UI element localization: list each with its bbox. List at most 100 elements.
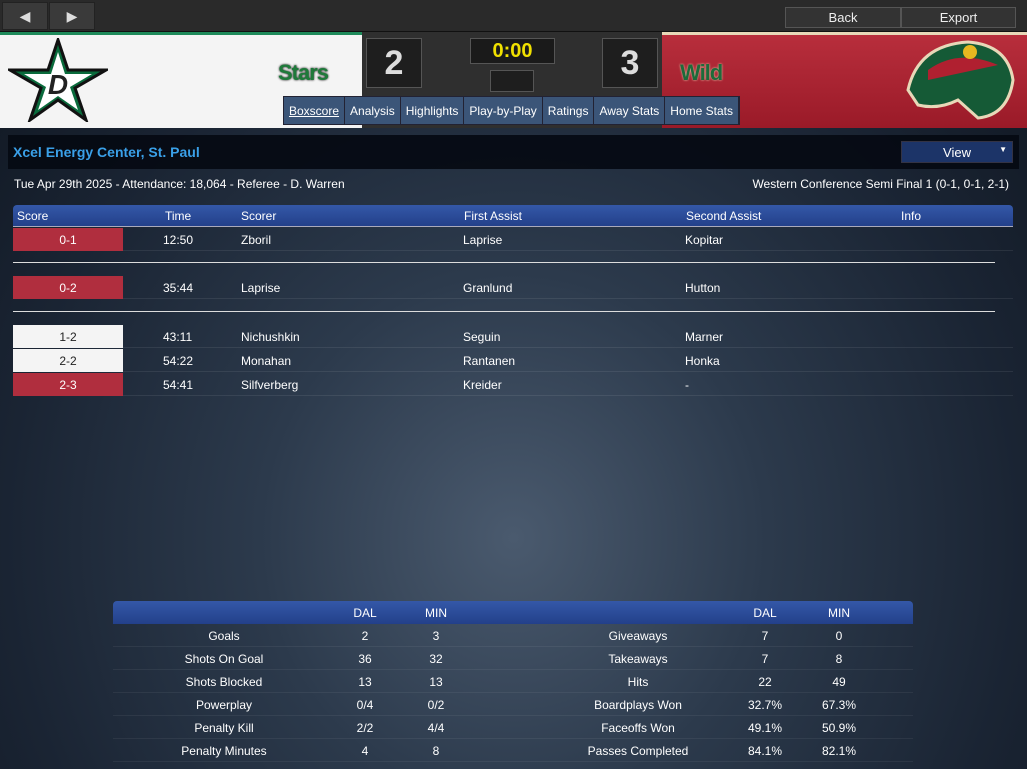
home-team-name: Stars bbox=[278, 60, 329, 85]
goal-second-assist: Kopitar bbox=[685, 233, 724, 247]
stat-min: 3 bbox=[432, 629, 440, 643]
stat-label: Goals bbox=[208, 629, 240, 643]
venue-bar bbox=[8, 135, 1019, 169]
stats-col-dal: DAL bbox=[753, 606, 777, 620]
stat-dal: 4 bbox=[361, 744, 369, 758]
goal-row: 0-1 12:50 Zboril Laprise Kopitar bbox=[13, 228, 1013, 251]
stat-min: 8 bbox=[432, 744, 440, 758]
stat-dal: 7 bbox=[761, 652, 769, 666]
period-separator bbox=[13, 262, 995, 263]
tab-play-by-play[interactable]: Play-by-Play bbox=[464, 97, 543, 124]
export-button[interactable]: Export bbox=[901, 7, 1016, 28]
tab-away-stats[interactable]: Away Stats bbox=[594, 97, 666, 124]
stat-label: Shots On Goal bbox=[184, 652, 264, 666]
forward-arrow-icon[interactable]: ▶ bbox=[49, 2, 95, 30]
goal-scorer: Zboril bbox=[241, 233, 272, 247]
svg-text:D: D bbox=[48, 69, 68, 100]
goal-time: 12:50 bbox=[163, 233, 194, 247]
stats-col-dal: DAL bbox=[353, 606, 377, 620]
stat-label: Penalty Minutes bbox=[181, 744, 267, 758]
back-button[interactable]: Back bbox=[785, 7, 901, 28]
stat-min: 0/2 bbox=[427, 698, 445, 712]
col-score: Score bbox=[17, 209, 49, 223]
stat-min: 4/4 bbox=[427, 721, 445, 735]
goal-second-assist: Hutton bbox=[685, 281, 721, 295]
tab-home-stats[interactable]: Home Stats bbox=[665, 97, 739, 124]
tab-boxscore[interactable]: Boxscore bbox=[284, 97, 346, 124]
stat-dal: 13 bbox=[358, 675, 372, 689]
view-dropdown[interactable]: View ▼ bbox=[901, 141, 1013, 163]
stat-min: 8 bbox=[835, 652, 843, 666]
stars-logo-icon: D bbox=[8, 38, 108, 122]
goal-time: 35:44 bbox=[163, 281, 194, 295]
stats-header: DAL MIN DAL MIN bbox=[113, 601, 913, 624]
dropdown-arrow-icon: ▼ bbox=[999, 145, 1007, 154]
goal-score: 0-2 bbox=[13, 276, 123, 299]
stat-min: 67.3% bbox=[821, 698, 857, 712]
stat-dal: 22 bbox=[758, 675, 772, 689]
col-first-assist: First Assist bbox=[464, 209, 523, 223]
col-info: Info bbox=[901, 209, 922, 223]
stat-label: Passes Completed bbox=[587, 744, 689, 758]
stat-label: Takeaways bbox=[608, 652, 668, 666]
goal-first-assist: Laprise bbox=[463, 233, 503, 247]
game-clock: 0:00 bbox=[470, 38, 555, 64]
stats-row: Shots On Goal 36 32 Takeaways 7 8 bbox=[113, 647, 913, 670]
goal-second-assist: Marner bbox=[685, 330, 724, 344]
stats-row: Shots Blocked 13 13 Hits 22 49 bbox=[113, 670, 913, 693]
stat-dal: 2 bbox=[361, 629, 369, 643]
stat-dal: 84.1% bbox=[747, 744, 783, 758]
away-team-name: Wild bbox=[680, 60, 723, 85]
col-second-assist: Second Assist bbox=[686, 209, 762, 223]
goal-row: 2-2 54:22 Monahan Rantanen Honka bbox=[13, 349, 1013, 372]
stat-dal: 36 bbox=[358, 652, 372, 666]
goal-scorer: Monahan bbox=[241, 354, 292, 368]
tab-analysis[interactable]: Analysis bbox=[345, 97, 401, 124]
home-score: 2 bbox=[366, 38, 422, 88]
tab-highlights[interactable]: Highlights bbox=[401, 97, 465, 124]
goal-scorer: Nichushkin bbox=[241, 330, 300, 344]
goal-score: 0-1 bbox=[13, 228, 123, 251]
stat-min: 50.9% bbox=[821, 721, 857, 735]
goal-first-assist: Kreider bbox=[463, 378, 502, 392]
stat-label: Giveaways bbox=[608, 629, 668, 643]
tab-ratings[interactable]: Ratings bbox=[543, 97, 595, 124]
stat-min: 0 bbox=[835, 629, 843, 643]
stat-label: Boardplays Won bbox=[594, 698, 682, 712]
goal-first-assist: Granlund bbox=[463, 281, 513, 295]
venue-title: Xcel Energy Center, St. Paul bbox=[13, 144, 200, 160]
stats-row: Penalty Kill 2/2 4/4 Faceoffs Won 49.1% … bbox=[113, 716, 913, 739]
goal-scorer: Laprise bbox=[241, 281, 281, 295]
away-score: 3 bbox=[602, 38, 658, 88]
goal-time: 54:41 bbox=[163, 378, 194, 392]
stats-col-min: MIN bbox=[425, 606, 447, 620]
stat-min: 32 bbox=[429, 652, 443, 666]
stat-dal: 49.1% bbox=[747, 721, 783, 735]
stat-label: Powerplay bbox=[195, 698, 253, 712]
stat-label: Faceoffs Won bbox=[601, 721, 675, 735]
series-info: Western Conference Semi Final 1 (0-1, 0-… bbox=[752, 177, 1009, 191]
goal-time: 43:11 bbox=[163, 330, 193, 344]
stats-row: Goals 2 3 Giveaways 7 0 bbox=[113, 624, 913, 647]
stat-dal: 32.7% bbox=[747, 698, 783, 712]
goal-scorer: Silfverberg bbox=[241, 378, 299, 392]
goal-row: 0-2 35:44 Laprise Granlund Hutton bbox=[13, 276, 1013, 299]
stat-min: 49 bbox=[832, 675, 846, 689]
stat-dal: 2/2 bbox=[356, 721, 374, 735]
goal-score: 2-2 bbox=[13, 349, 123, 372]
stat-label: Penalty Kill bbox=[194, 721, 254, 735]
goal-second-assist: - bbox=[685, 378, 689, 392]
stat-dal: 7 bbox=[761, 629, 769, 643]
period-separator bbox=[13, 311, 995, 312]
col-scorer: Scorer bbox=[241, 209, 277, 223]
wild-logo-icon bbox=[906, 40, 1015, 120]
goal-first-assist: Seguin bbox=[463, 330, 501, 344]
goal-row: 2-3 54:41 Silfverberg Kreider - bbox=[13, 373, 1013, 396]
goal-time: 54:22 bbox=[163, 354, 194, 368]
stats-row: Powerplay 0/4 0/2 Boardplays Won 32.7% 6… bbox=[113, 693, 913, 716]
col-time: Time bbox=[165, 209, 192, 223]
back-arrow-icon[interactable]: ◀ bbox=[2, 2, 48, 30]
stat-min: 82.1% bbox=[821, 744, 857, 758]
stat-label: Hits bbox=[627, 675, 649, 689]
stat-min: 13 bbox=[429, 675, 443, 689]
